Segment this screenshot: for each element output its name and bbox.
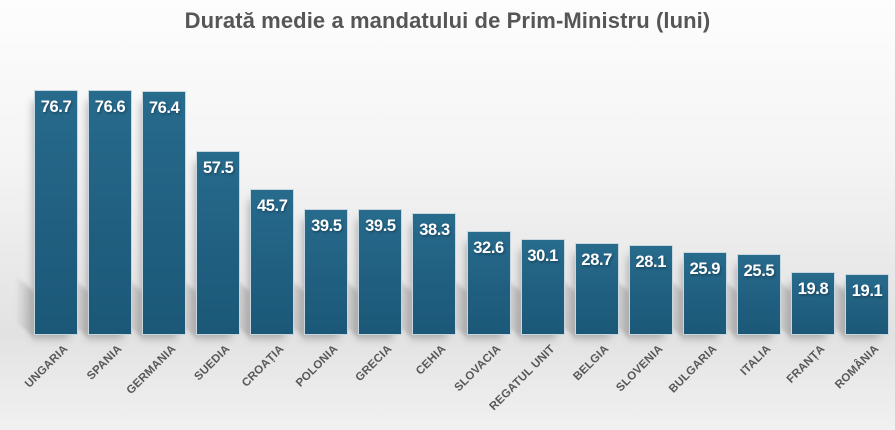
bar: 25.5 xyxy=(736,254,781,335)
bar: 28.7 xyxy=(574,243,619,335)
bar: 28.1 xyxy=(628,245,673,335)
bar-shadow-decoration xyxy=(18,278,34,337)
bar-value-label: 39.5 xyxy=(365,217,396,235)
bar-value-label: 25.9 xyxy=(689,260,721,278)
bar: 76.6 xyxy=(88,90,133,335)
bar-value-label: 57.5 xyxy=(202,159,234,177)
x-axis-label: ROMÂNIA xyxy=(833,343,882,392)
bar-value-label: 28.1 xyxy=(635,253,667,271)
bar-value-label: 38.3 xyxy=(419,221,450,239)
bar: 45.7 xyxy=(250,189,295,335)
bar-value-label: 25.5 xyxy=(743,262,775,280)
bar-value-label: 39.5 xyxy=(311,217,342,235)
bar-value-label: 32.6 xyxy=(473,239,504,257)
bar-value-label: 28.7 xyxy=(581,251,612,269)
bar-value-label: 19.1 xyxy=(851,282,883,300)
bar: 30.1 xyxy=(520,239,565,335)
x-axis-label: UNGARIA xyxy=(23,343,71,391)
bar-value-label: 19.8 xyxy=(797,280,829,298)
bar-value-label: 76.7 xyxy=(40,98,72,116)
bar: 76.4 xyxy=(142,91,187,335)
bar-value-label: 30.1 xyxy=(527,247,558,265)
bar: 38.3 xyxy=(412,213,457,335)
bar: 76.7 xyxy=(34,90,78,335)
bar: 25.9 xyxy=(682,252,727,335)
plot-area: 76.7 UNGARIA 76.6 SPANIA 76.4 GERMANIA 57.5 SUE… xyxy=(18,0,895,413)
bar: 19.1 xyxy=(845,274,890,335)
bar: 57.5 xyxy=(196,151,241,335)
chart-title: Durată medie a mandatului de Prim-Minist… xyxy=(184,8,711,33)
bar: 32.6 xyxy=(466,231,511,335)
bar-value-label: 45.7 xyxy=(257,197,288,215)
bar-value-label: 76.4 xyxy=(148,99,180,117)
bar-value-label: 76.6 xyxy=(94,98,126,116)
bar: 39.5 xyxy=(304,209,349,335)
bar: 19.8 xyxy=(790,272,835,335)
bar: 39.5 xyxy=(358,209,403,335)
